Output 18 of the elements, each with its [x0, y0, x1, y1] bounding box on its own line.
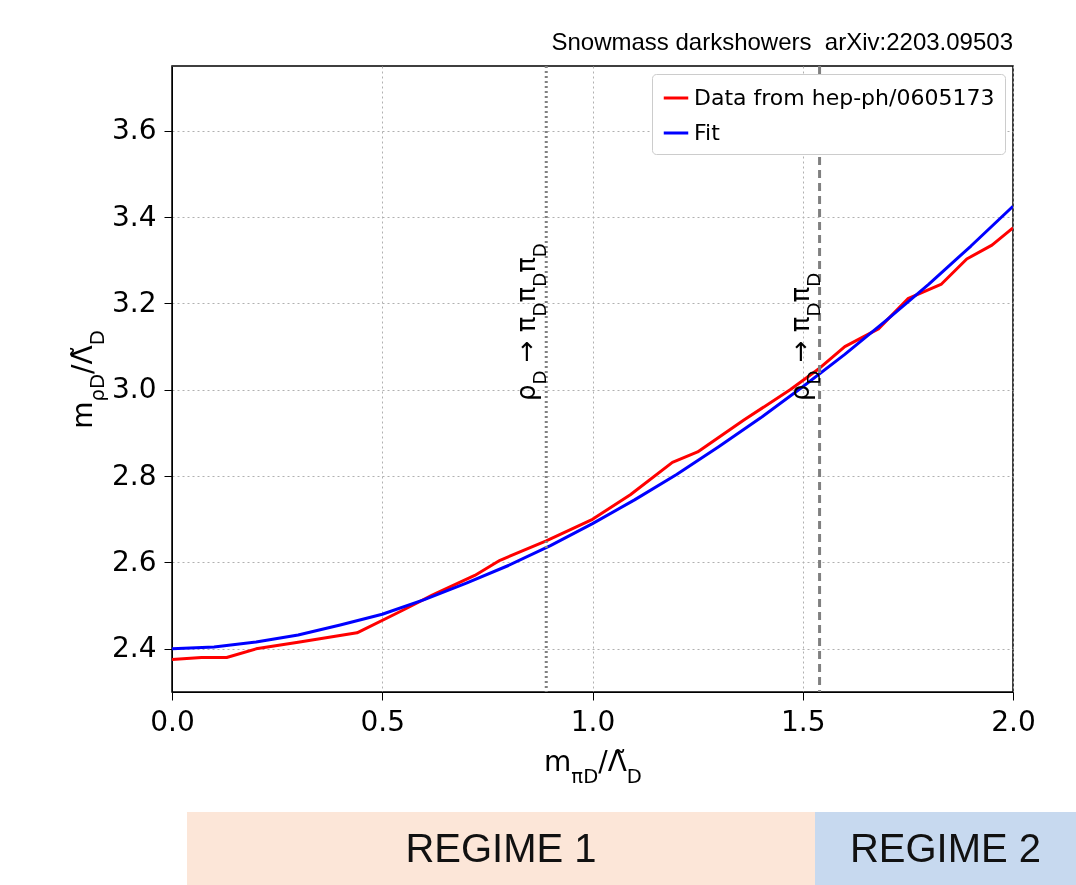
y-tick-label: 2.6: [111, 544, 157, 578]
x-tick-label: 0.5: [360, 704, 406, 738]
y-tick-label: 2.4: [111, 631, 157, 665]
y-tick-label: 3.2: [111, 285, 157, 319]
x-tick-label: 0.0: [150, 704, 195, 738]
y-tick-label: 3.4: [111, 199, 157, 233]
legend-label: Fit: [694, 120, 721, 145]
text: REGIME 2: [815, 812, 1076, 885]
x-tick-label: 1.5: [780, 704, 826, 738]
text: REGIME 1: [187, 812, 815, 885]
chart-title: Snowmass darkshowers arXiv:2203.09503: [551, 28, 1013, 56]
y-tick-label: 2.8: [111, 458, 157, 492]
legend-label: Data from hep-ph/0605173: [694, 85, 995, 110]
y-tick-label: 3.0: [111, 372, 157, 406]
x-tick-label: 2.0: [991, 704, 1036, 738]
x-axis-title: m$_{πD}$/Λ̃$_{D}$: [544, 744, 642, 787]
y-tick-label: 3.6: [111, 113, 157, 147]
x-tick-label: 1.0: [570, 704, 616, 738]
